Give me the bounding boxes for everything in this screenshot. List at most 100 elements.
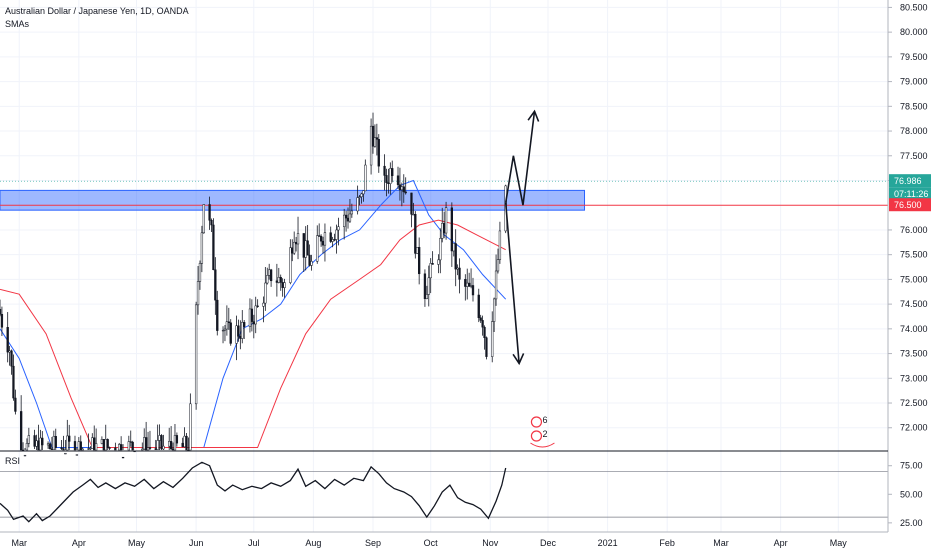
candle-body xyxy=(121,456,125,459)
event-badge-count: 2 xyxy=(542,429,547,439)
candle-body xyxy=(391,168,394,177)
candle-body xyxy=(118,444,121,451)
candle-body xyxy=(293,241,296,254)
candle-body xyxy=(389,168,392,184)
candle-body xyxy=(344,214,348,219)
candle-body xyxy=(127,441,130,451)
candle-body xyxy=(333,239,336,241)
candle-body xyxy=(173,435,177,451)
candle-body xyxy=(483,326,486,338)
candle-body xyxy=(169,441,173,450)
rsi-pane xyxy=(0,461,888,523)
last-price-tag-bg xyxy=(889,174,931,188)
candle-body xyxy=(181,442,184,448)
candle-body xyxy=(364,164,367,192)
candle-body xyxy=(316,235,319,262)
candle-body xyxy=(39,437,42,451)
candle-body xyxy=(50,448,54,450)
candle-body xyxy=(464,279,467,287)
time-tick-label: Jun xyxy=(189,538,204,548)
candle-body xyxy=(77,441,80,451)
candle-body xyxy=(175,435,179,444)
candle-body xyxy=(398,184,402,191)
candle-body xyxy=(194,304,198,405)
candle-body xyxy=(377,139,380,167)
candle-body xyxy=(443,223,446,234)
candle-body xyxy=(75,454,79,456)
candle-body xyxy=(64,452,67,455)
candle-body xyxy=(243,322,246,327)
candle-body xyxy=(162,445,165,450)
sma-layer xyxy=(0,179,507,448)
candle-body xyxy=(358,196,361,198)
candle-body xyxy=(481,320,484,328)
candle-body xyxy=(331,239,334,242)
candle-body xyxy=(296,233,300,245)
candle-body xyxy=(383,165,386,176)
sma-slow-line xyxy=(0,219,506,448)
candle-body xyxy=(308,254,311,266)
time-tick-label: May xyxy=(830,538,848,548)
rsi-tick-label: 25.00 xyxy=(900,518,923,528)
candle-body xyxy=(404,191,407,194)
candle-body xyxy=(471,285,475,296)
candle-body xyxy=(196,281,200,306)
candle-body xyxy=(41,437,44,446)
candle-body xyxy=(402,186,405,193)
time-tick-label: Sep xyxy=(365,538,381,548)
candle-body xyxy=(235,325,238,344)
candle-body xyxy=(33,435,36,447)
support-zone xyxy=(0,189,586,211)
candle-body xyxy=(291,247,294,254)
arrow-head xyxy=(527,109,540,122)
rsi-label: RSI xyxy=(5,456,20,466)
candle-body xyxy=(104,439,107,451)
candle-body xyxy=(466,282,469,287)
candle-body xyxy=(10,350,13,367)
candle-body xyxy=(319,236,323,242)
time-tick-label: Dec xyxy=(540,538,557,548)
candle-body xyxy=(212,224,215,271)
candle-body xyxy=(200,232,204,264)
candle-body xyxy=(375,137,379,140)
candle-body xyxy=(444,207,448,234)
candle-body xyxy=(456,267,459,270)
price-tick-label: 78.000 xyxy=(900,126,928,136)
candle-body xyxy=(450,207,453,252)
candle-body xyxy=(189,403,192,451)
price-tick-label: 80.000 xyxy=(900,27,928,37)
candle-body xyxy=(129,441,132,443)
level-tag: 76.500 xyxy=(894,200,922,210)
candle-body xyxy=(429,263,432,279)
price-tick-label: 76.000 xyxy=(900,225,928,235)
candle-body xyxy=(102,439,105,451)
candle-body xyxy=(68,435,71,442)
price-tick-label: 75.500 xyxy=(900,250,928,260)
candle-body xyxy=(485,337,488,357)
candle-body xyxy=(202,204,205,234)
rsi-tick-label: 75.00 xyxy=(900,461,923,471)
candle-body xyxy=(154,448,157,450)
candle-body xyxy=(275,280,279,283)
arrow-head xyxy=(512,353,525,366)
candle-body xyxy=(27,435,30,444)
candle-body xyxy=(387,182,390,184)
candle-body xyxy=(362,190,365,195)
candle-body xyxy=(198,263,202,282)
candle-body xyxy=(37,440,40,451)
event-badge xyxy=(530,416,543,428)
candle-body xyxy=(496,259,500,272)
candle-body xyxy=(343,214,346,227)
candle-body xyxy=(283,282,286,288)
candle-body xyxy=(144,437,148,451)
candle-body xyxy=(250,308,254,322)
candle-body xyxy=(304,240,307,258)
candle-body xyxy=(131,441,134,451)
candle-body xyxy=(329,232,332,242)
candle-body xyxy=(100,439,104,444)
candle-body xyxy=(306,240,309,256)
candle-body xyxy=(229,322,232,344)
candle-body xyxy=(373,137,377,147)
candle-body xyxy=(60,447,63,449)
